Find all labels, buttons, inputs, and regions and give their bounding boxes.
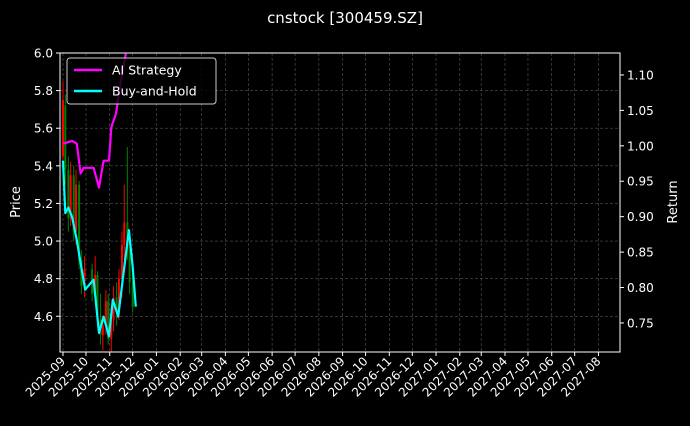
- candle-body: [78, 184, 81, 260]
- candle-body: [83, 269, 86, 287]
- y-tick-label-right: 1.00: [627, 139, 654, 153]
- candle-body: [104, 301, 107, 326]
- candle-body: [131, 282, 134, 307]
- y-label-right: Return: [666, 180, 681, 223]
- legend-box: [66, 57, 217, 105]
- y-tick-label-left: 5.8: [34, 84, 53, 98]
- candle-body: [107, 301, 110, 339]
- chart-title: cnstock [300459.SZ]: [267, 9, 423, 27]
- y-tick-label-left: 5.0: [34, 235, 53, 249]
- candle-body: [128, 250, 131, 283]
- y-tick-label-right: 0.80: [627, 281, 654, 295]
- candle-body: [62, 100, 64, 157]
- candle-body: [67, 169, 70, 219]
- candle-body: [96, 274, 99, 321]
- y-tick-label-right: 0.85: [627, 246, 654, 260]
- legend-label-ai: AI Strategy: [112, 63, 182, 78]
- candle-body: [115, 297, 118, 313]
- y-tick-label-right: 0.95: [627, 175, 654, 189]
- candle-body: [72, 175, 75, 232]
- y-tick-label-left: 4.8: [34, 272, 53, 286]
- y-tick-label-left: 5.4: [34, 159, 53, 173]
- candle-body: [117, 278, 120, 313]
- plot-frame: [59, 52, 621, 353]
- legend-label-bh: Buy-and-Hold: [112, 84, 197, 99]
- y-tick-label-left: 5.6: [34, 122, 53, 136]
- candle-body: [69, 175, 72, 219]
- y-axis-left: 4.6 4.8 5.0 5.2 5.4 5.6 5.8 6.0: [34, 47, 60, 324]
- candle-body: [112, 297, 115, 321]
- candle-body: [120, 244, 123, 279]
- candle-body: [110, 320, 113, 339]
- y-label-left: Price: [9, 186, 24, 218]
- candle-body: [64, 105, 67, 170]
- y-tick-label-right: 0.90: [627, 210, 654, 224]
- legend: AI Strategy Buy-and-Hold: [66, 57, 217, 105]
- y-tick-label-right: 1.05: [627, 104, 654, 118]
- candle-body: [75, 184, 78, 232]
- y-tick-label-left: 6.0: [34, 47, 53, 61]
- y-tick-label-right: 0.75: [627, 316, 654, 330]
- y-axis-right: 0.75 0.80 0.85 0.90 0.95 1.00 1.05 1.10: [620, 68, 654, 330]
- series-line-buy-and-hold: [61, 160, 137, 338]
- y-tick-label-right: 1.10: [627, 68, 654, 82]
- x-axis: 2025-092025-102025-112025-122026-012026-…: [23, 352, 604, 400]
- candle-body: [123, 222, 126, 245]
- y-tick-label-left: 4.6: [34, 310, 53, 324]
- candle-body: [101, 325, 104, 336]
- y-tick-label-left: 5.2: [34, 197, 53, 211]
